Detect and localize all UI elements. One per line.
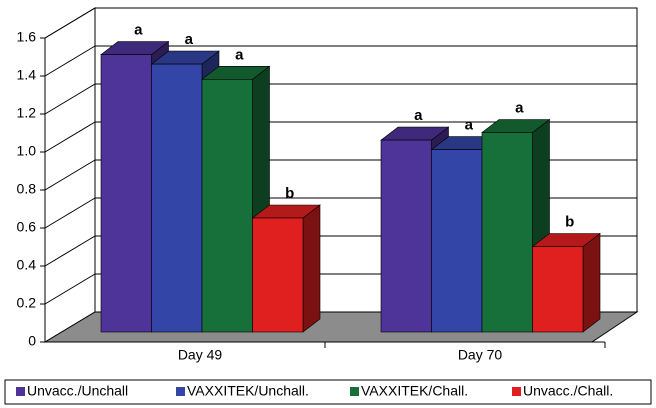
legend-label: VAXXITEK/Chall. xyxy=(361,383,468,399)
y-tick-label: 1.0 xyxy=(17,143,37,159)
legend-label: VAXXITEK/Unchall. xyxy=(187,383,309,399)
y-tick-label: 1.6 xyxy=(17,29,37,45)
y-tick-label: 0.2 xyxy=(17,295,37,311)
bar xyxy=(431,149,483,333)
grid-line xyxy=(44,235,96,267)
significance-letter: a xyxy=(185,31,194,48)
x-tick-label: Day 49 xyxy=(178,347,223,363)
legend-label: Unvacc./Unchall xyxy=(27,383,128,399)
grid-line xyxy=(44,273,96,305)
bar xyxy=(481,132,533,333)
y-tick-label: 0.6 xyxy=(17,219,37,235)
bar xyxy=(201,79,253,333)
legend-swatch xyxy=(350,387,359,396)
grid-line xyxy=(44,197,96,229)
legend-swatch xyxy=(512,387,521,396)
significance-letter: a xyxy=(414,107,423,124)
bar xyxy=(252,217,304,333)
significance-letter: b xyxy=(285,185,294,202)
bar xyxy=(380,139,432,333)
significance-letter: a xyxy=(515,99,524,116)
legend-box xyxy=(4,379,652,405)
grid-line xyxy=(44,159,96,191)
bar-side xyxy=(302,204,321,333)
significance-letter: a xyxy=(465,117,474,134)
y-tick-label: 0 xyxy=(28,333,36,349)
legend-swatch xyxy=(176,387,185,396)
significance-letter: a xyxy=(235,46,244,63)
significance-letter: a xyxy=(134,22,143,39)
bar-side xyxy=(582,232,601,333)
x-tick-label: Day 70 xyxy=(458,347,503,363)
bar xyxy=(100,54,152,333)
grid-line xyxy=(44,7,96,39)
y-tick-label: 0.4 xyxy=(17,257,37,273)
bar xyxy=(532,246,584,333)
legend-label: Unvacc./Chall. xyxy=(523,383,613,399)
y-tick-label: 1.4 xyxy=(17,67,37,83)
y-tick-label: 1.2 xyxy=(17,105,37,121)
y-tick-label: 0.8 xyxy=(17,181,37,197)
grid-line xyxy=(44,83,96,115)
significance-letter: b xyxy=(565,213,574,230)
grid-line xyxy=(44,45,96,77)
legend-swatch xyxy=(16,387,25,396)
grid-line xyxy=(44,121,96,153)
bar xyxy=(151,63,203,333)
